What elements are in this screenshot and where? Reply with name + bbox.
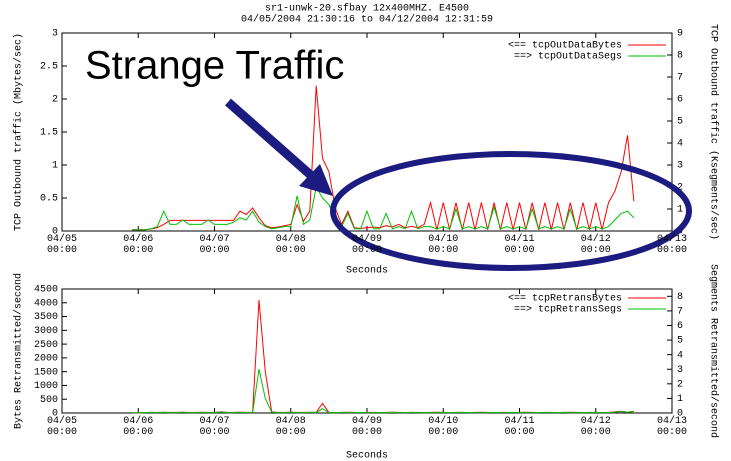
series-line [131, 185, 635, 231]
series-line [131, 85, 635, 231]
y-tick-label: 3000 [34, 326, 58, 337]
annotation-arrowhead [299, 164, 333, 196]
y-tick-label: 4000 [34, 298, 58, 309]
x-tick-label: 04/06 00:00 [123, 234, 154, 256]
x-tick-label: 04/12 00:00 [580, 234, 611, 256]
y2-tick-label: 8 [677, 51, 683, 62]
y2-tick-label: 7 [677, 307, 683, 318]
y2-tick-label: 3 [677, 365, 683, 376]
y-tick-label: 2 [52, 95, 58, 106]
annotation-ellipse [330, 151, 692, 271]
y-tick-label: 0.5 [40, 194, 58, 205]
annotation-text: Strange Traffic [85, 44, 344, 88]
y2-tick-label: 3 [677, 161, 683, 172]
y-tick-label: 3 [52, 29, 58, 40]
y-tick-label: 1500 [34, 367, 58, 378]
x-tick-label: 04/10 00:00 [428, 416, 459, 438]
y-tick-label: 1000 [34, 381, 58, 392]
legend-label: ==> tcpOutDataSegs [514, 52, 622, 63]
y2-tick-label: 2 [677, 183, 683, 194]
x-tick-label: 04/08 00:00 [275, 234, 306, 256]
x-tick-label: 04/10 00:00 [428, 234, 459, 256]
y-tick-label: 2.5 [40, 62, 58, 73]
y2-axis-label: Segments Retransmitted/second [707, 264, 719, 438]
x-tick-label: 04/05 00:00 [46, 234, 77, 256]
y2-tick-label: 6 [677, 321, 683, 332]
x-tick-label: 04/09 00:00 [351, 234, 382, 256]
y-tick-label: 1.5 [40, 128, 58, 139]
legend-label: <== tcpOutDataBytes [508, 41, 622, 52]
y2-tick-label: 4 [677, 350, 683, 361]
y2-tick-label: 1 [677, 205, 683, 216]
series-line [131, 299, 634, 414]
annotation: Strange Traffic [85, 44, 692, 271]
x-tick-label: 04/13 00:00 [656, 234, 687, 256]
y2-tick-label: 5 [677, 336, 683, 347]
y2-tick-label: 8 [677, 292, 683, 303]
y2-tick-label: 4 [677, 139, 683, 150]
y-tick-label: 500 [40, 395, 58, 406]
y-axis-label: Bytes Retransmitted/second [13, 273, 25, 429]
x-tick-label: 04/08 00:00 [275, 416, 306, 438]
series-line [131, 369, 634, 414]
y-tick-label: 2500 [34, 340, 58, 351]
y-tick-label: 0 [52, 227, 58, 238]
y2-tick-label: 9 [677, 29, 683, 40]
y2-tick-label: 2 [677, 379, 683, 390]
x-tick-label: 04/07 00:00 [199, 234, 230, 256]
x-tick-label: 04/06 00:00 [123, 416, 154, 438]
y-tick-label: 1 [52, 161, 58, 172]
x-tick-label: 04/12 00:00 [580, 416, 611, 438]
y2-tick-label: 1 [677, 394, 683, 405]
y-tick-label: 3500 [34, 312, 58, 323]
legend-label: <== tcpRetransBytes [508, 294, 622, 305]
chart-subtitle: 04/05/2004 21:30:16 to 04/12/2004 12:31:… [241, 14, 493, 26]
x-axis-label: Seconds [346, 265, 388, 277]
y2-axis-label: TCP Outbound traffic (Ksegments/sec) [707, 24, 719, 240]
annotation-arrow [225, 98, 317, 182]
y2-tick-label: 7 [677, 73, 683, 84]
x-tick-label: 04/11 00:00 [504, 234, 535, 256]
y2-tick-label: 6 [677, 95, 683, 106]
y2-tick-label: 5 [677, 117, 683, 128]
x-axis-label: Seconds [346, 450, 388, 461]
x-tick-label: 04/11 00:00 [504, 416, 535, 438]
legend-label: ==> tcpRetransSegs [514, 305, 622, 316]
y-tick-label: 4500 [34, 285, 58, 296]
y-tick-label: 2000 [34, 354, 58, 365]
y2-tick-label: 0 [677, 409, 683, 420]
x-tick-label: 04/13 00:00 [656, 416, 687, 438]
x-tick-label: 04/09 00:00 [351, 416, 382, 438]
x-tick-label: 04/07 00:00 [199, 416, 230, 438]
chart-title: sr1-unwk-20.sfbay 12x400MHZ. E4500 [265, 3, 469, 15]
y-tick-label: 0 [52, 409, 58, 420]
x-tick-label: 04/05 00:00 [46, 416, 77, 438]
y-axis-label: TCP Outbound traffic (Mbytes/sec) [13, 33, 25, 231]
